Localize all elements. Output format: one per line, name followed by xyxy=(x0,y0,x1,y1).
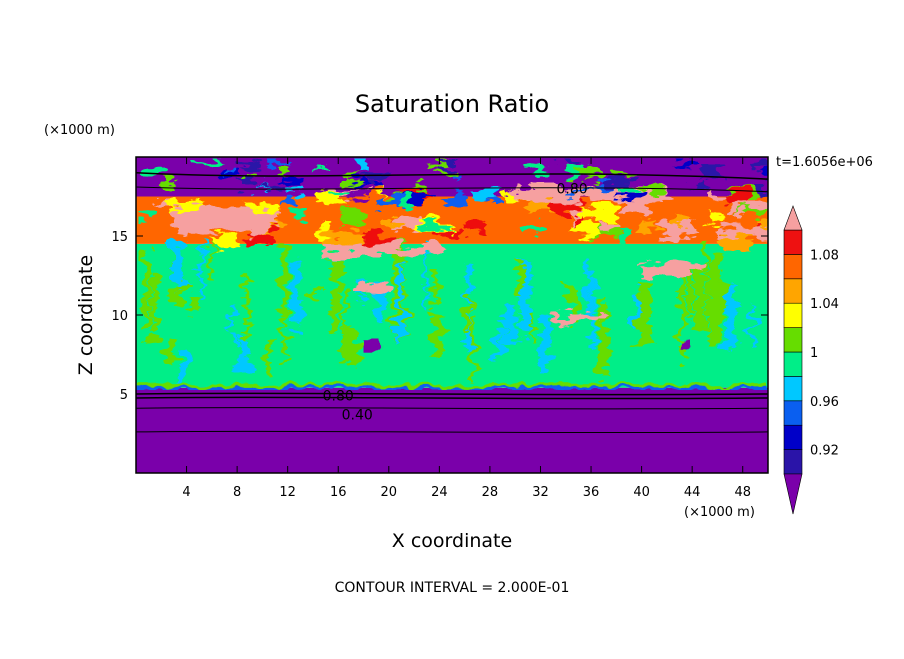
colorbar-segment xyxy=(783,254,803,280)
colorbar: 0.92 0.96 1 1.04 1.08 xyxy=(783,205,839,515)
base-transition xyxy=(136,338,768,390)
x-unit-label: (×1000 m) xyxy=(684,505,755,520)
x-tick-label: 40 xyxy=(633,485,650,500)
colorbar-segment xyxy=(783,327,803,353)
x-tick-label: 44 xyxy=(684,485,701,500)
colorbar-segment xyxy=(783,400,803,426)
colorbar-segment xyxy=(783,376,803,402)
x-tick-label: 32 xyxy=(532,485,549,500)
y-tick-label: 15 xyxy=(111,230,128,245)
x-tick-label: 24 xyxy=(431,485,448,500)
x-tick-label: 48 xyxy=(734,485,751,500)
colorbar-segment xyxy=(783,449,803,475)
colorbar-tick-label: 0.96 xyxy=(810,395,839,410)
colorbar-extend-high xyxy=(783,205,803,231)
colorbar-extend-low xyxy=(783,473,803,515)
colorbar-segment xyxy=(783,302,803,328)
x-tick-label: 12 xyxy=(279,485,296,500)
colorbar-tick-label: 1.04 xyxy=(810,297,839,312)
chart-title: Saturation Ratio xyxy=(355,90,549,118)
x-axis-label: X coordinate xyxy=(392,530,512,552)
x-tick-label: 20 xyxy=(381,485,398,500)
colorbar-segment xyxy=(783,351,803,377)
x-axis: 4 8 12 16 20 24 28 32 36 40 44 48 xyxy=(182,157,751,500)
field-texture xyxy=(138,158,768,384)
colorbar-segment xyxy=(783,424,803,450)
contour-lines xyxy=(136,172,768,434)
time-label: t=1.6056e+06 xyxy=(776,155,873,170)
y-tick-label: 5 xyxy=(120,388,128,403)
x-tick-label: 8 xyxy=(233,485,241,500)
contour-label: 0.80 xyxy=(556,182,587,198)
x-tick-label: 36 xyxy=(583,485,600,500)
contour-interval-note: CONTOUR INTERVAL = 2.000E-01 xyxy=(335,580,570,596)
y-unit-label: (×1000 m) xyxy=(44,123,115,138)
y-axis: 5 10 15 xyxy=(111,230,768,403)
x-tick-label: 28 xyxy=(482,485,499,500)
contour-label: 0.40 xyxy=(342,408,373,424)
colorbar-segment xyxy=(783,229,803,255)
colorbar-segment xyxy=(783,278,803,304)
heatmap-field: 0.80 0.80 0.40 xyxy=(136,157,768,473)
x-tick-label: 16 xyxy=(330,485,347,500)
colorbar-tick-label: 1 xyxy=(810,346,818,361)
layer-band xyxy=(136,387,768,473)
y-tick-label: 10 xyxy=(111,309,128,324)
colorbar-tick-label: 0.92 xyxy=(810,444,839,459)
x-tick-label: 4 xyxy=(182,485,190,500)
colorbar-tick-label: 1.08 xyxy=(810,248,839,263)
y-axis-label: Z coordinate xyxy=(75,255,97,375)
contour-label: 0.80 xyxy=(323,389,354,405)
